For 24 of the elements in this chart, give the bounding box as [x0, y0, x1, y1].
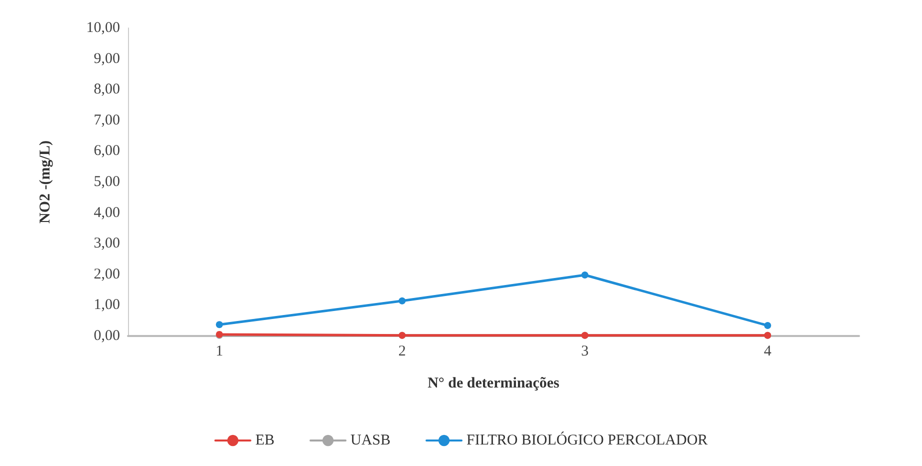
legend-label: FILTRO BIOLÓGICO PERCOLADOR — [466, 432, 708, 448]
y-tick-label: 0,00 — [94, 328, 120, 344]
x-axis-title: N° de determinações — [428, 376, 560, 392]
legend-label: UASB — [350, 432, 391, 448]
point — [398, 297, 406, 304]
point — [581, 272, 588, 279]
legend-label: EB — [255, 432, 275, 448]
y-tick-label: 6,00 — [94, 143, 120, 160]
y-tick-label: 4,00 — [94, 204, 120, 221]
x-tick-label: 2 — [398, 344, 406, 360]
x-tick-label: 3 — [581, 344, 589, 360]
y-tick-label: 1,00 — [94, 297, 120, 314]
point — [764, 322, 772, 330]
y-tick-label: 9,00 — [94, 50, 120, 67]
x-tick-label: 1 — [216, 344, 224, 360]
y-tick-label: 8,00 — [94, 82, 120, 98]
y-tick-label: 10,00 — [86, 20, 120, 36]
x-tick-label: 4 — [764, 344, 772, 360]
y-tick-label: 3,00 — [94, 236, 120, 252]
point — [216, 321, 223, 328]
y-axis-title: NO2 -(mg/L) — [38, 140, 54, 224]
y-tick-label: 2,00 — [94, 266, 120, 282]
y-tick-label: 5,00 — [94, 174, 120, 190]
y-tick-label: 7,00 — [94, 112, 120, 128]
